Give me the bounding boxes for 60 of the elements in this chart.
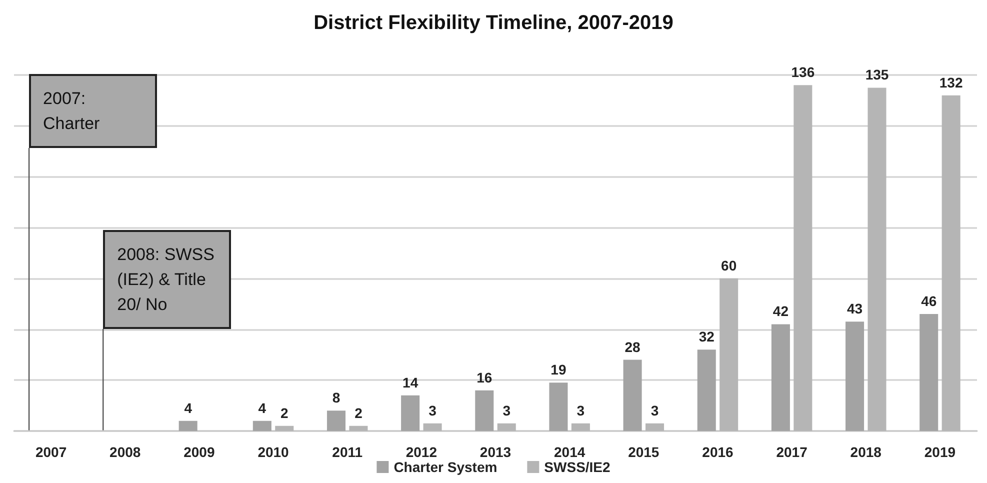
x-tick-label: 2008 (110, 444, 141, 460)
data-label: 42 (772, 303, 789, 320)
x-tick-label: 2016 (702, 444, 734, 460)
bar (326, 410, 346, 431)
bar (623, 360, 642, 431)
data-label: 3 (576, 402, 585, 418)
bar (942, 95, 960, 431)
x-tick-label: 2018 (850, 444, 882, 460)
bar (771, 324, 790, 431)
data-label: 60 (721, 257, 737, 274)
bar (275, 426, 294, 431)
data-label: 8 (332, 390, 340, 406)
data-label: 14 (402, 374, 418, 390)
data-label: 2 (354, 404, 363, 421)
legend-label: SWSS/IE2 (544, 459, 611, 475)
data-label: 136 (791, 64, 815, 80)
chart-title: District Flexibility Timeline, 2007-2019 (314, 12, 674, 34)
bar (349, 426, 368, 431)
data-label: 19 (550, 362, 566, 378)
x-tick-label: 2011 (332, 444, 363, 460)
bar (920, 314, 938, 431)
data-label: 3 (502, 402, 511, 418)
bar (401, 395, 420, 431)
bar (794, 85, 812, 431)
data-label: 2 (280, 404, 288, 421)
data-label: 3 (650, 402, 659, 418)
callout-box: 2007: Charter (29, 74, 158, 148)
data-label: 43 (846, 300, 863, 317)
data-label: 46 (921, 293, 937, 310)
legend-label: Charter System (394, 459, 498, 475)
x-tick-label: 2014 (554, 444, 586, 460)
callout-box: 2008: SWSS (IE2) & Title 20/ No (103, 230, 232, 329)
bar (423, 423, 442, 431)
data-label: 3 (428, 402, 437, 418)
bar (646, 423, 664, 431)
bar (549, 382, 568, 431)
x-tick-label: 2010 (258, 444, 290, 460)
x-tick-label: 2013 (480, 444, 512, 460)
x-tick-label: 2015 (628, 444, 660, 460)
bar (178, 420, 198, 431)
data-label: 16 (476, 369, 492, 386)
data-label: 4 (184, 400, 192, 416)
bar (868, 88, 886, 431)
bar (846, 322, 864, 431)
data-label: 32 (698, 328, 715, 345)
x-tick-label: 2009 (184, 444, 215, 460)
x-tick-label: 2012 (406, 444, 438, 460)
x-tick-label: 2017 (776, 444, 808, 460)
x-tick-label: 2007 (35, 444, 67, 460)
bar (571, 423, 590, 431)
bar (475, 390, 494, 431)
data-label: 132 (939, 74, 963, 90)
bar (497, 423, 516, 431)
data-label: 135 (865, 66, 889, 83)
data-label: 4 (258, 400, 266, 416)
bar (252, 420, 272, 431)
data-label: 28 (624, 338, 641, 355)
bar (720, 278, 738, 431)
bar (697, 350, 716, 431)
x-tick-label: 2019 (924, 444, 956, 460)
